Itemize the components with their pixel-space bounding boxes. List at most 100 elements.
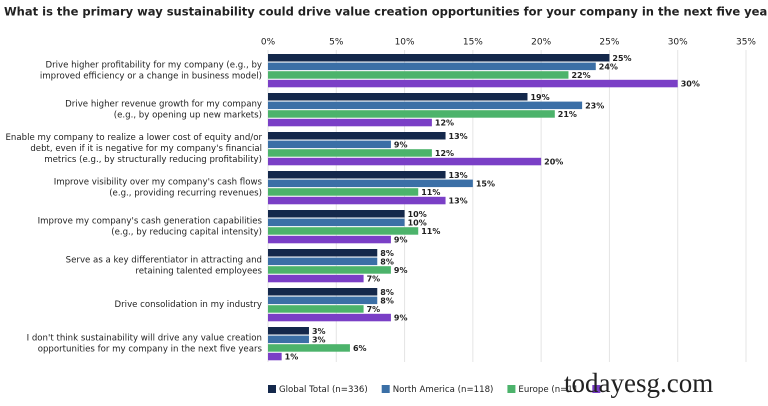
value-label: 1%	[285, 353, 299, 362]
value-label: 11%	[421, 227, 440, 236]
category-label-line: Drive consolidation in my industry	[115, 300, 262, 310]
value-label: 8%	[380, 288, 394, 297]
value-label: 23%	[585, 101, 604, 110]
category-label-line: Serve as a key differentiator in attract…	[66, 255, 262, 265]
bar	[268, 305, 364, 313]
bar	[268, 71, 569, 79]
category-label-line: Drive higher profitability for my compan…	[46, 60, 262, 70]
bar	[268, 249, 378, 257]
value-label: 10%	[408, 218, 427, 227]
legend-swatch	[507, 385, 516, 393]
category-label: Drive higher revenue growth for my compa…	[65, 99, 262, 120]
value-label: 6%	[353, 344, 367, 353]
category-label: Serve as a key differentiator in attract…	[66, 255, 263, 276]
legend-swatch	[592, 385, 601, 393]
value-label: 30%	[681, 80, 700, 89]
value-label: 12%	[435, 119, 454, 128]
legend-label: Global Total (n=336)	[279, 385, 368, 395]
bar	[268, 54, 610, 62]
category-label-line: retaining talented employees	[135, 266, 262, 276]
value-label: 10%	[408, 210, 427, 219]
bar	[268, 110, 555, 118]
value-label: 9%	[394, 140, 408, 149]
bar	[268, 227, 419, 235]
value-label: 9%	[394, 266, 408, 275]
category-label-line: metrics (e.g., by structurally reducing …	[44, 155, 262, 165]
x-tick-label: 35%	[736, 38, 756, 48]
category-label-line: Improve my company's cash generation cap…	[38, 216, 263, 226]
value-label: 8%	[380, 257, 394, 266]
bar	[268, 235, 391, 244]
bar	[268, 344, 350, 352]
category-label: Drive higher profitability for my compan…	[40, 60, 262, 81]
legend-swatch	[381, 385, 390, 393]
value-label: 15%	[476, 179, 495, 188]
value-label: 9%	[394, 314, 408, 323]
bar	[268, 335, 309, 344]
x-tick-label: 5%	[329, 38, 344, 48]
bar	[268, 296, 378, 305]
value-label: 8%	[380, 249, 394, 258]
value-label: 13%	[449, 197, 468, 206]
bar	[268, 218, 405, 227]
bar	[268, 352, 282, 361]
value-label: 25%	[612, 54, 631, 63]
value-label: 13%	[449, 171, 468, 180]
bar	[268, 79, 678, 88]
legend-label: Europe (n=11	[518, 385, 578, 395]
bar	[268, 266, 391, 274]
category-label-line: I don't think sustainability will drive …	[27, 333, 262, 343]
legend-label: North America (n=118)	[393, 385, 494, 395]
bar	[268, 257, 378, 266]
x-tick-label: 25%	[599, 38, 619, 48]
bar	[268, 274, 364, 283]
bar	[268, 188, 419, 196]
x-tick-label: 10%	[395, 38, 415, 48]
value-label: 3%	[312, 335, 326, 344]
value-label: 20%	[544, 158, 563, 167]
bar	[268, 140, 391, 149]
category-label: I don't think sustainability will drive …	[27, 333, 263, 354]
x-tick-label: 15%	[463, 38, 483, 48]
value-label: 8%	[380, 296, 394, 305]
category-label-line: (e.g., by reducing capital intensity)	[111, 227, 262, 237]
value-label: 11%	[421, 188, 440, 197]
bar	[268, 118, 432, 127]
category-label-line: debt, even if it is negative for my comp…	[30, 144, 262, 154]
value-label: 7%	[367, 275, 381, 284]
value-label: 3%	[312, 327, 326, 336]
bar	[268, 62, 596, 71]
value-label: 7%	[367, 305, 381, 314]
category-label-line: Drive higher revenue growth for my compa…	[65, 99, 262, 109]
value-label: 13%	[449, 132, 468, 141]
category-label: Improve my company's cash generation cap…	[38, 216, 263, 237]
category-label: Improve visibility over my company's cas…	[54, 177, 263, 198]
bar	[268, 288, 378, 296]
bar	[268, 196, 446, 205]
category-label-line: improved efficiency or a change in busin…	[40, 71, 262, 81]
value-label: 19%	[530, 93, 549, 102]
bar	[268, 179, 473, 188]
bar	[268, 210, 405, 218]
category-label-line: (e.g., by opening up new markets)	[114, 110, 262, 120]
bar	[268, 313, 391, 322]
value-label: 24%	[599, 62, 618, 71]
x-tick-label: 0%	[261, 38, 276, 48]
bar	[268, 157, 542, 166]
category-label-line: Improve visibility over my company's cas…	[54, 177, 263, 187]
bar	[268, 132, 446, 140]
legend-swatch	[268, 385, 276, 393]
bar	[268, 149, 432, 157]
bar	[268, 101, 583, 110]
category-label: Drive consolidation in my industry	[115, 300, 262, 310]
category-label-line: Enable my company to realize a lower cos…	[5, 133, 262, 143]
value-label: 9%	[394, 236, 408, 245]
x-tick-label: 20%	[531, 38, 551, 48]
category-label: Enable my company to realize a lower cos…	[5, 133, 262, 165]
bar	[268, 93, 528, 101]
chart-title: What is the primary way sustainability c…	[4, 5, 768, 19]
watermark: todayesg.com	[564, 368, 713, 398]
bar	[268, 171, 446, 179]
category-label-line: opportunities for my company in the next…	[38, 344, 263, 354]
